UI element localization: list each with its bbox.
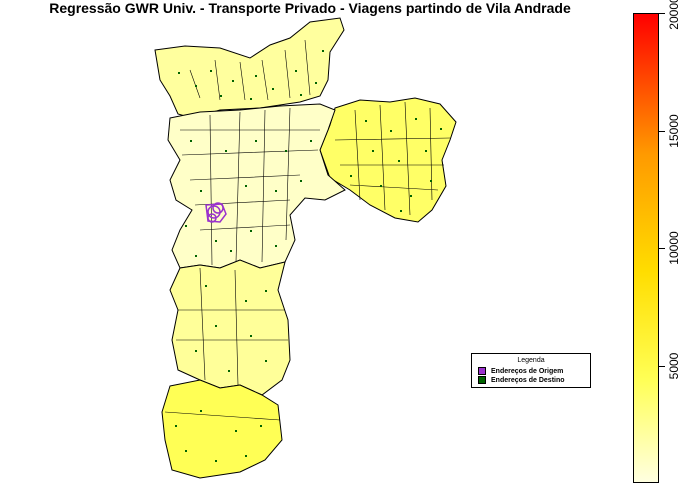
colorbar-tick [659, 131, 665, 132]
region-north[interactable] [154, 17, 345, 119]
region-far-south[interactable] [161, 379, 283, 479]
region-east[interactable] [319, 97, 457, 223]
colorbar-tick [659, 248, 665, 249]
region-center[interactable] [167, 103, 346, 269]
legend-item-destination: Endereços de Destino [478, 376, 565, 385]
district-borders [164, 39, 451, 421]
legend-item-origin: Endereços de Origem [478, 367, 563, 376]
colorbar-tick-label: 5000 [667, 352, 681, 380]
destination-points [175, 50, 442, 462]
colorbar-tick-label: 10000 [667, 231, 681, 265]
map-title: Regressão GWR Univ. - Transporte Privado… [49, 0, 571, 16]
legend-title: Legenda [517, 357, 545, 364]
map-legend: Legenda Endereços de Origem Endereços de… [471, 353, 591, 388]
color-scale-bar [633, 13, 659, 483]
legend-item-label: Endereços de Origem [491, 368, 564, 375]
colorbar-tick-label: 15000 [667, 114, 681, 148]
colorbar-tick [659, 13, 665, 14]
origin-points [205, 202, 227, 223]
colorbar-tick [659, 366, 665, 367]
region-south-central[interactable] [169, 259, 291, 396]
origin-swatch-icon [478, 367, 486, 376]
colorbar-tick-label: 20000 [667, 0, 681, 30]
legend-item-label: Endereços de Destino [491, 377, 565, 384]
destination-swatch-icon [478, 376, 486, 385]
